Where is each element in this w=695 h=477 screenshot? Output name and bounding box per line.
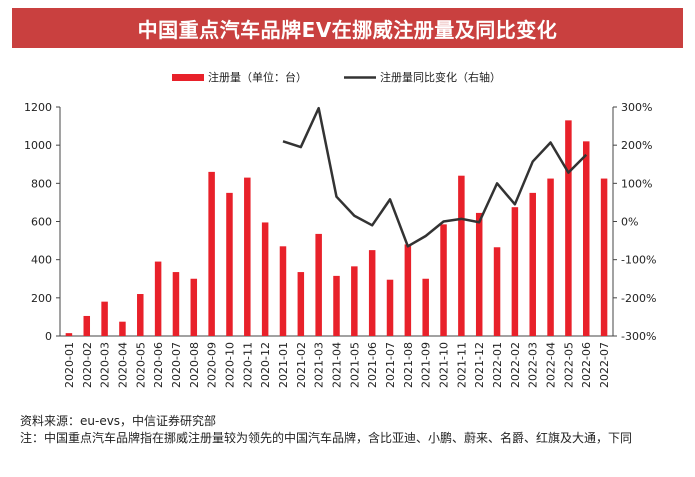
left-axis-tick-label: 0 xyxy=(45,330,52,343)
left-axis-tick-label: 800 xyxy=(31,177,52,190)
bar xyxy=(511,207,519,336)
x-axis-tick-label: 2020-11 xyxy=(241,342,254,388)
combo-chart: 注册量（单位：台） 注册量同比变化（右轴） 0 200 400 600 800 1000 12… xyxy=(24,70,656,388)
x-axis-labels: 2020-01 2020-02 2020-03 2020-04 2020-05 2020-… xyxy=(63,342,611,388)
legend-line-label: 注册量同比变化（右轴） xyxy=(380,70,501,84)
bar xyxy=(351,266,358,336)
x-axis-tick-label: 2021-06 xyxy=(366,342,379,388)
x-axis-tick-label: 2021-05 xyxy=(348,342,361,388)
x-axis-tick-label: 2021-08 xyxy=(402,342,415,388)
bar xyxy=(333,275,340,336)
bar xyxy=(600,178,608,336)
right-axis: -300% -200% -100% 0% 100% 200% 300% xyxy=(612,101,656,343)
footnote: 注：中国重点汽车品牌指在挪威注册量较为领先的中国汽车品牌，含比亚迪、小鹏、蔚来、… xyxy=(20,431,633,445)
x-axis-tick-label: 2021-03 xyxy=(313,342,326,388)
bar xyxy=(386,279,394,336)
bar xyxy=(190,278,198,336)
x-axis-tick-label: 2020-05 xyxy=(134,342,147,388)
bar xyxy=(368,250,376,336)
right-axis-tick-label: -300% xyxy=(621,330,656,343)
right-axis-tick-label: 0% xyxy=(621,216,638,229)
line-series xyxy=(282,106,588,248)
x-axis-tick-label: 2020-01 xyxy=(63,342,76,388)
bar xyxy=(154,261,162,336)
bar xyxy=(83,315,91,336)
bar xyxy=(458,175,465,336)
x-axis-tick-label: 2021-09 xyxy=(420,342,433,388)
source-note: 资料来源：eu-evs，中信证券研究部 xyxy=(20,414,217,428)
chart-title: 中国重点汽车品牌EV在挪威注册量及同比变化 xyxy=(137,17,558,42)
right-axis-tick-label: 100% xyxy=(621,177,652,190)
right-axis-tick-label: -100% xyxy=(621,254,656,267)
x-axis-tick-label: 2021-12 xyxy=(473,342,486,388)
yoy-line xyxy=(282,106,588,248)
bar xyxy=(493,247,501,336)
x-axis-tick-label: 2020-03 xyxy=(99,342,112,388)
x-axis-tick-label: 2022-07 xyxy=(598,342,611,388)
bar xyxy=(475,212,483,336)
legend-bar-swatch xyxy=(172,74,204,81)
x-axis-tick-label: 2020-08 xyxy=(188,342,201,388)
x-axis-tick-label: 2020-04 xyxy=(116,342,129,388)
x-axis-tick-label: 2022-04 xyxy=(545,342,558,388)
bar xyxy=(119,321,126,336)
bar xyxy=(404,244,412,336)
x-axis-tick-label: 2020-06 xyxy=(152,342,165,388)
legend: 注册量（单位：台） 注册量同比变化（右轴） xyxy=(172,70,501,84)
footnotes: 资料来源：eu-evs，中信证券研究部 注：中国重点汽车品牌指在挪威注册量较为领… xyxy=(20,413,680,447)
bar xyxy=(279,246,287,336)
x-axis-tick-label: 2020-12 xyxy=(259,342,272,388)
left-axis-tick-label: 1200 xyxy=(24,101,52,114)
bar xyxy=(547,178,554,336)
left-axis-tick-label: 200 xyxy=(31,292,52,305)
legend-bar-label: 注册量（单位：台） xyxy=(208,70,307,84)
left-axis-tick-label: 600 xyxy=(31,216,52,229)
bar-series xyxy=(65,120,608,336)
bar xyxy=(440,224,447,336)
bar xyxy=(529,192,536,336)
bar xyxy=(565,120,572,336)
x-axis-tick-label: 2020-09 xyxy=(206,342,219,388)
x-axis-tick-label: 2020-10 xyxy=(223,342,236,388)
bar xyxy=(297,272,305,336)
bar xyxy=(261,222,269,336)
bar xyxy=(582,141,590,336)
bar xyxy=(422,278,429,336)
bar xyxy=(101,301,108,336)
bar xyxy=(137,294,144,336)
x-axis-tick-label: 2022-06 xyxy=(580,342,593,388)
x-axis-tick-label: 2021-01 xyxy=(277,342,290,388)
bar xyxy=(208,171,215,336)
x-axis-tick-label: 2022-01 xyxy=(491,342,504,388)
chart-title-bar: 中国重点汽车品牌EV在挪威注册量及同比变化 xyxy=(12,8,683,48)
bar xyxy=(226,192,233,336)
x-axis-tick-label: 2021-11 xyxy=(455,342,468,388)
x-axis-tick-label: 2021-07 xyxy=(384,342,397,388)
x-axis-tick-label: 2022-02 xyxy=(509,342,522,388)
x-axis-tick-label: 2022-05 xyxy=(562,342,575,388)
right-axis-tick-label: -200% xyxy=(621,292,656,305)
bar xyxy=(315,233,322,336)
x-axis-tick-label: 2021-10 xyxy=(438,342,451,388)
x-axis-tick-label: 2020-02 xyxy=(81,342,94,388)
bar xyxy=(244,177,251,336)
right-axis-tick-label: 300% xyxy=(621,101,652,114)
x-axis-tick-label: 2021-02 xyxy=(295,342,308,388)
bar xyxy=(172,272,180,336)
left-axis: 0 200 400 600 800 1000 1200 xyxy=(24,101,613,343)
x-axis-tick-label: 2020-07 xyxy=(170,342,183,388)
left-axis-tick-label: 1000 xyxy=(24,139,52,152)
left-axis-tick-label: 400 xyxy=(31,254,52,267)
x-axis-tick-label: 2022-03 xyxy=(527,342,540,388)
bar xyxy=(65,333,73,336)
right-axis-tick-label: 200% xyxy=(621,139,652,152)
x-axis-tick-label: 2021-04 xyxy=(331,342,344,388)
